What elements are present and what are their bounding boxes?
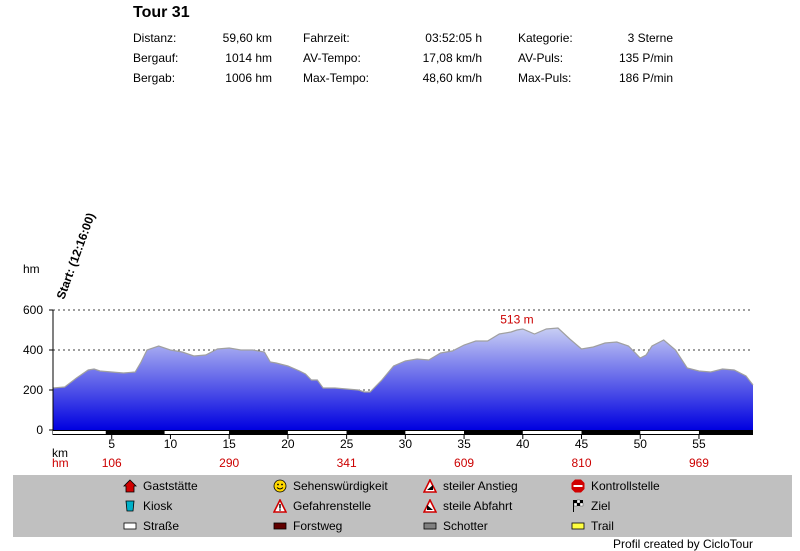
hm-mark-label: 969: [689, 456, 709, 470]
y-tick-label: 0: [36, 423, 43, 437]
road-segment: [640, 431, 699, 434]
legend-item-gefahrenstelle: Gefahrenstelle: [273, 499, 371, 513]
legend-label: Forstweg: [293, 519, 343, 533]
legend-item-schotter: Schotter: [423, 519, 488, 533]
hm-row-label: hm: [52, 456, 69, 470]
tour-title: Tour 31: [133, 4, 190, 21]
road-segment: [522, 431, 582, 434]
legend-item-forstweg: Forstweg: [273, 519, 342, 533]
y-tick-label: 200: [23, 383, 43, 397]
stat-label-max-pulse: Max-Puls:: [518, 71, 572, 85]
road-segment: [53, 431, 106, 434]
x-tick-label: 55: [692, 437, 706, 451]
stat-value-category: 3 Sterne: [627, 31, 673, 45]
legend-item-kiosk: Kiosk: [123, 499, 172, 513]
road-segment: [229, 431, 288, 434]
stat-label-avg-speed: AV-Tempo:: [303, 51, 361, 65]
x-tick-label: 30: [399, 437, 413, 451]
stat-value-max-speed: 48,60 km/h: [422, 71, 482, 85]
stop-sign-icon: [571, 479, 585, 493]
x-tick-label: 20: [281, 437, 295, 451]
legend-label: Sehenswürdigkeit: [293, 479, 388, 493]
legend-item-trail: Trail: [571, 519, 614, 533]
footer-credit: Profil created by CicloTour: [612, 537, 753, 551]
x-axis-label: km: [52, 446, 68, 460]
road-white-icon: [123, 519, 137, 533]
warning-climb-icon: [423, 479, 437, 493]
x-tick-label: 25: [340, 437, 354, 451]
road-segment: [164, 431, 230, 434]
legend-panel: Gaststätte Sehenswürdigkeit steiler Anst…: [13, 475, 792, 537]
stat-label-ascent: Bergauf:: [133, 51, 179, 65]
legend-item-sehenswuerdigkeit: Sehenswürdigkeit: [273, 479, 388, 493]
road-segment: [346, 431, 406, 434]
stat-label-duration: Fahrzeit:: [303, 31, 350, 45]
warning-icon: [273, 499, 287, 513]
x-tick-label: 10: [164, 437, 178, 451]
legend-item-steiler-anstieg: steiler Anstieg: [423, 479, 518, 493]
legend-label: Trail: [591, 519, 614, 533]
stat-label-category: Kategorie:: [518, 31, 573, 45]
legend-label: steile Abfahrt: [443, 499, 513, 513]
road-segment: [698, 431, 753, 434]
x-tick-label: 40: [516, 437, 530, 451]
hm-mark-label: 341: [337, 456, 357, 470]
stat-value-descent: 1006 hm: [225, 71, 272, 85]
hm-mark-label: 290: [219, 456, 239, 470]
legend-label: Kontrollstelle: [591, 479, 660, 493]
x-tick-label: 5: [108, 437, 115, 451]
y-tick-label: 400: [23, 343, 43, 357]
road-segment: [581, 431, 641, 434]
hm-mark-label: 106: [102, 456, 122, 470]
stat-value-duration: 03:52:05 h: [425, 31, 482, 45]
legend-label: Gaststätte: [143, 479, 198, 493]
x-tick-label: 15: [222, 437, 236, 451]
road-segment: [105, 431, 165, 434]
smiley-icon: [273, 479, 287, 493]
stat-value-distance: 59,60 km: [222, 31, 272, 45]
hm-mark-label: 810: [572, 456, 592, 470]
gravel-icon: [423, 519, 437, 533]
stat-label-avg-pulse: AV-Puls:: [518, 51, 564, 65]
cup-icon: [123, 499, 137, 513]
hm-mark-label: 609: [454, 456, 474, 470]
legend-item-gaststaette: Gaststätte: [123, 479, 198, 493]
stat-value-avg-pulse: 135 P/min: [618, 51, 673, 65]
x-tick-label: 45: [575, 437, 589, 451]
legend-label: Ziel: [591, 499, 611, 513]
legend-label: Straße: [143, 519, 180, 533]
x-tick-label: 35: [457, 437, 471, 451]
y-tick-label: 600: [23, 303, 43, 317]
stat-value-max-pulse: 186 P/min: [618, 71, 673, 85]
start-time-label: Start: (12:16:00): [54, 211, 98, 301]
road-segment: [405, 431, 465, 434]
elevation-outline: [52, 327, 754, 393]
elevation-profile-chart: 0 200 400 600 5 10 15 20 25 30 35 40 45 50 55 106 290 3…: [23, 211, 754, 470]
trail-icon: [571, 519, 585, 533]
forest-path-icon: [273, 519, 287, 533]
warning-descent-icon: [423, 499, 437, 513]
legend-label: steiler Anstieg: [443, 479, 518, 493]
house-icon: [123, 479, 137, 493]
legend-label: Kiosk: [143, 499, 173, 513]
checkered-flag-icon: [571, 499, 585, 513]
elevation-area: [53, 328, 753, 430]
stat-label-max-speed: Max-Tempo:: [303, 71, 370, 85]
legend-item-kontrollstelle: Kontrollstelle: [571, 479, 660, 493]
stat-value-ascent: 1014 hm: [225, 51, 272, 65]
legend-item-ziel: Ziel: [571, 499, 610, 513]
max-elevation-label: 513 m: [500, 312, 533, 326]
y-axis-label: hm: [23, 262, 40, 276]
legend-label: Gefahrenstelle: [293, 499, 372, 513]
stat-label-distance: Distanz:: [133, 31, 177, 45]
stat-label-descent: Bergab:: [133, 71, 176, 85]
stat-value-avg-speed: 17,08 km/h: [422, 51, 482, 65]
legend-item-strasse: Straße: [123, 519, 179, 533]
road-segment: [287, 431, 347, 434]
road-segment: [464, 431, 523, 434]
legend-label: Schotter: [443, 519, 488, 533]
legend-item-steile-abfahrt: steile Abfahrt: [423, 499, 512, 513]
x-tick-label: 50: [634, 437, 648, 451]
